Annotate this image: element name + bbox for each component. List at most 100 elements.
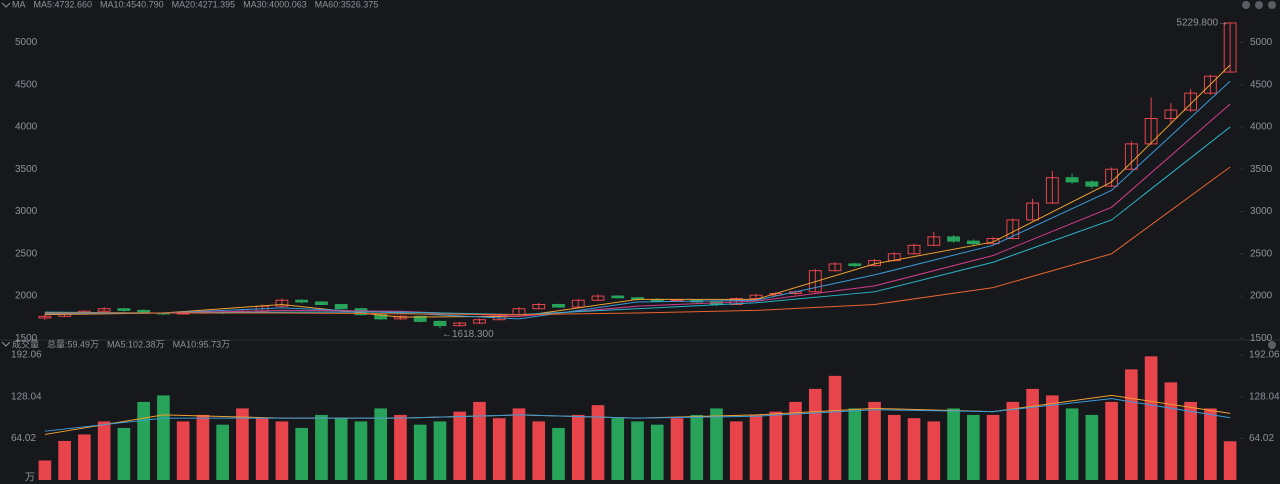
volume-bar <box>927 421 941 480</box>
candle-body <box>1026 202 1040 221</box>
volume-bar <box>1085 414 1099 480</box>
annotation: ←1618.300 <box>442 329 494 340</box>
volume-bar <box>789 401 802 480</box>
candle-body <box>1105 168 1119 187</box>
candle-body <box>413 315 427 322</box>
volume-bar <box>749 414 763 480</box>
candle-body <box>986 238 1000 245</box>
volume-bar <box>828 375 842 480</box>
volume-bar <box>374 408 388 480</box>
y-tick-label: 2000 <box>1250 291 1273 302</box>
candle-body <box>532 303 546 310</box>
collapse-icon[interactable] <box>1 2 11 8</box>
volume-bar <box>196 414 210 480</box>
volume-bar <box>78 434 91 480</box>
settings-icon[interactable] <box>1268 341 1276 349</box>
volume-bar <box>729 421 743 480</box>
candle-body <box>1065 177 1079 183</box>
y-tick-label: 128.04 <box>11 391 42 402</box>
volume-bar <box>1046 395 1059 480</box>
legend-entry: MA10:95.73万 <box>173 339 231 349</box>
ma-line <box>44 398 1231 432</box>
candle-body <box>611 295 625 299</box>
candle-body <box>1203 75 1217 94</box>
y-tick-label: 1500 <box>15 333 38 344</box>
remove-icon[interactable] <box>1255 1 1263 9</box>
volume-bar <box>1105 401 1118 480</box>
y-tick-label: 2500 <box>15 248 38 259</box>
volume-bar <box>157 395 170 480</box>
volume-bar <box>176 421 190 480</box>
volume-bar <box>887 414 901 480</box>
legend-entry: MA20:4271.395 <box>172 0 236 9</box>
y-tick-label: 3000 <box>1250 206 1273 217</box>
volume-bar <box>571 414 585 480</box>
candle-body <box>1184 92 1198 111</box>
volume-bar <box>315 414 328 480</box>
volume-bar <box>552 427 565 480</box>
y-tick-label: 2500 <box>1250 248 1273 259</box>
legend-entry: MA5:4732.660 <box>34 0 93 9</box>
volume-bar <box>1144 356 1158 480</box>
volume-bar <box>1006 401 1020 480</box>
volume-bar <box>532 421 546 480</box>
volume-bar <box>453 411 467 480</box>
candle-body <box>907 244 921 255</box>
y-tick-label: 4000 <box>15 122 38 133</box>
legend-title: MA <box>12 0 26 9</box>
volume-bar <box>907 418 921 480</box>
candle-body <box>749 294 763 300</box>
candle-body <box>927 236 941 246</box>
volume-bar <box>394 414 407 480</box>
volume-bar <box>1164 382 1178 480</box>
volume-bar <box>1065 408 1079 480</box>
candle-body <box>1085 181 1099 187</box>
candle-body <box>473 319 486 324</box>
candle-body <box>1144 118 1158 145</box>
volume-bar <box>710 408 723 480</box>
volume-bar <box>295 427 309 480</box>
y-tick-label: 64.02 <box>1249 433 1274 444</box>
y-tick-label: 4500 <box>1250 79 1273 90</box>
volume-bar <box>354 421 368 480</box>
y-tick-label: 3500 <box>1250 164 1273 175</box>
y-tick-label: 2000 <box>15 291 38 302</box>
volume-bar <box>334 418 348 480</box>
volume-bar <box>986 414 1000 480</box>
candle-body <box>966 240 980 245</box>
volume-bar <box>512 408 526 480</box>
volume-bar <box>413 424 427 480</box>
volume-bar <box>216 424 229 480</box>
candle-body <box>808 270 822 293</box>
ma-line <box>44 126 1231 316</box>
volume-bar <box>1223 441 1237 480</box>
y-tick-label: 3000 <box>15 206 38 217</box>
volume-bar <box>492 418 506 480</box>
volume-bar <box>433 421 447 480</box>
volume-bar <box>1026 388 1039 480</box>
y-tick-label: 3500 <box>15 164 38 175</box>
candle-body <box>1223 22 1237 73</box>
candle-body <box>828 263 842 272</box>
candle-body <box>97 308 111 312</box>
volume-bar <box>868 401 881 480</box>
volume-bar <box>808 388 822 480</box>
volume-bar <box>38 460 52 480</box>
volume-bar <box>1204 408 1217 480</box>
volume-bar <box>769 411 783 480</box>
y-tick-label: 4000 <box>1250 122 1273 133</box>
volume-bar <box>1125 369 1138 480</box>
add-icon[interactable] <box>1242 1 1250 9</box>
volume-bar <box>1184 401 1197 480</box>
ma-line <box>44 166 1231 316</box>
candle-body <box>117 308 131 311</box>
candle-body <box>334 303 348 310</box>
y-tick-label: 5000 <box>1250 37 1273 48</box>
candle-body <box>947 236 960 242</box>
ma-line <box>44 64 1231 318</box>
collapse-icon[interactable] <box>1 341 11 347</box>
volume-bar <box>670 418 684 480</box>
annotation: 5229.800→ <box>1176 18 1228 29</box>
legend-title: 成交量 <box>12 338 39 349</box>
settings-icon[interactable] <box>1268 1 1276 9</box>
